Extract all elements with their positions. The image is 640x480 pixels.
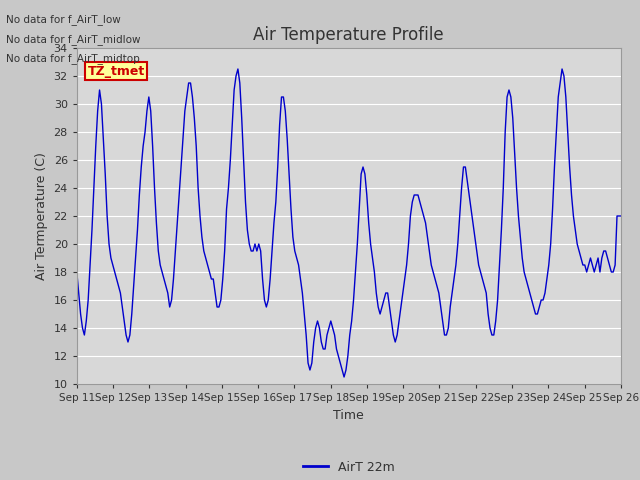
Text: No data for f_AirT_midtop: No data for f_AirT_midtop — [6, 53, 140, 64]
X-axis label: Time: Time — [333, 408, 364, 421]
Y-axis label: Air Termperature (C): Air Termperature (C) — [35, 152, 48, 280]
Text: No data for f_AirT_midlow: No data for f_AirT_midlow — [6, 34, 141, 45]
Title: Air Temperature Profile: Air Temperature Profile — [253, 25, 444, 44]
Text: TZ_tmet: TZ_tmet — [88, 65, 145, 78]
Text: No data for f_AirT_low: No data for f_AirT_low — [6, 14, 121, 25]
Legend: AirT 22m: AirT 22m — [298, 456, 399, 479]
